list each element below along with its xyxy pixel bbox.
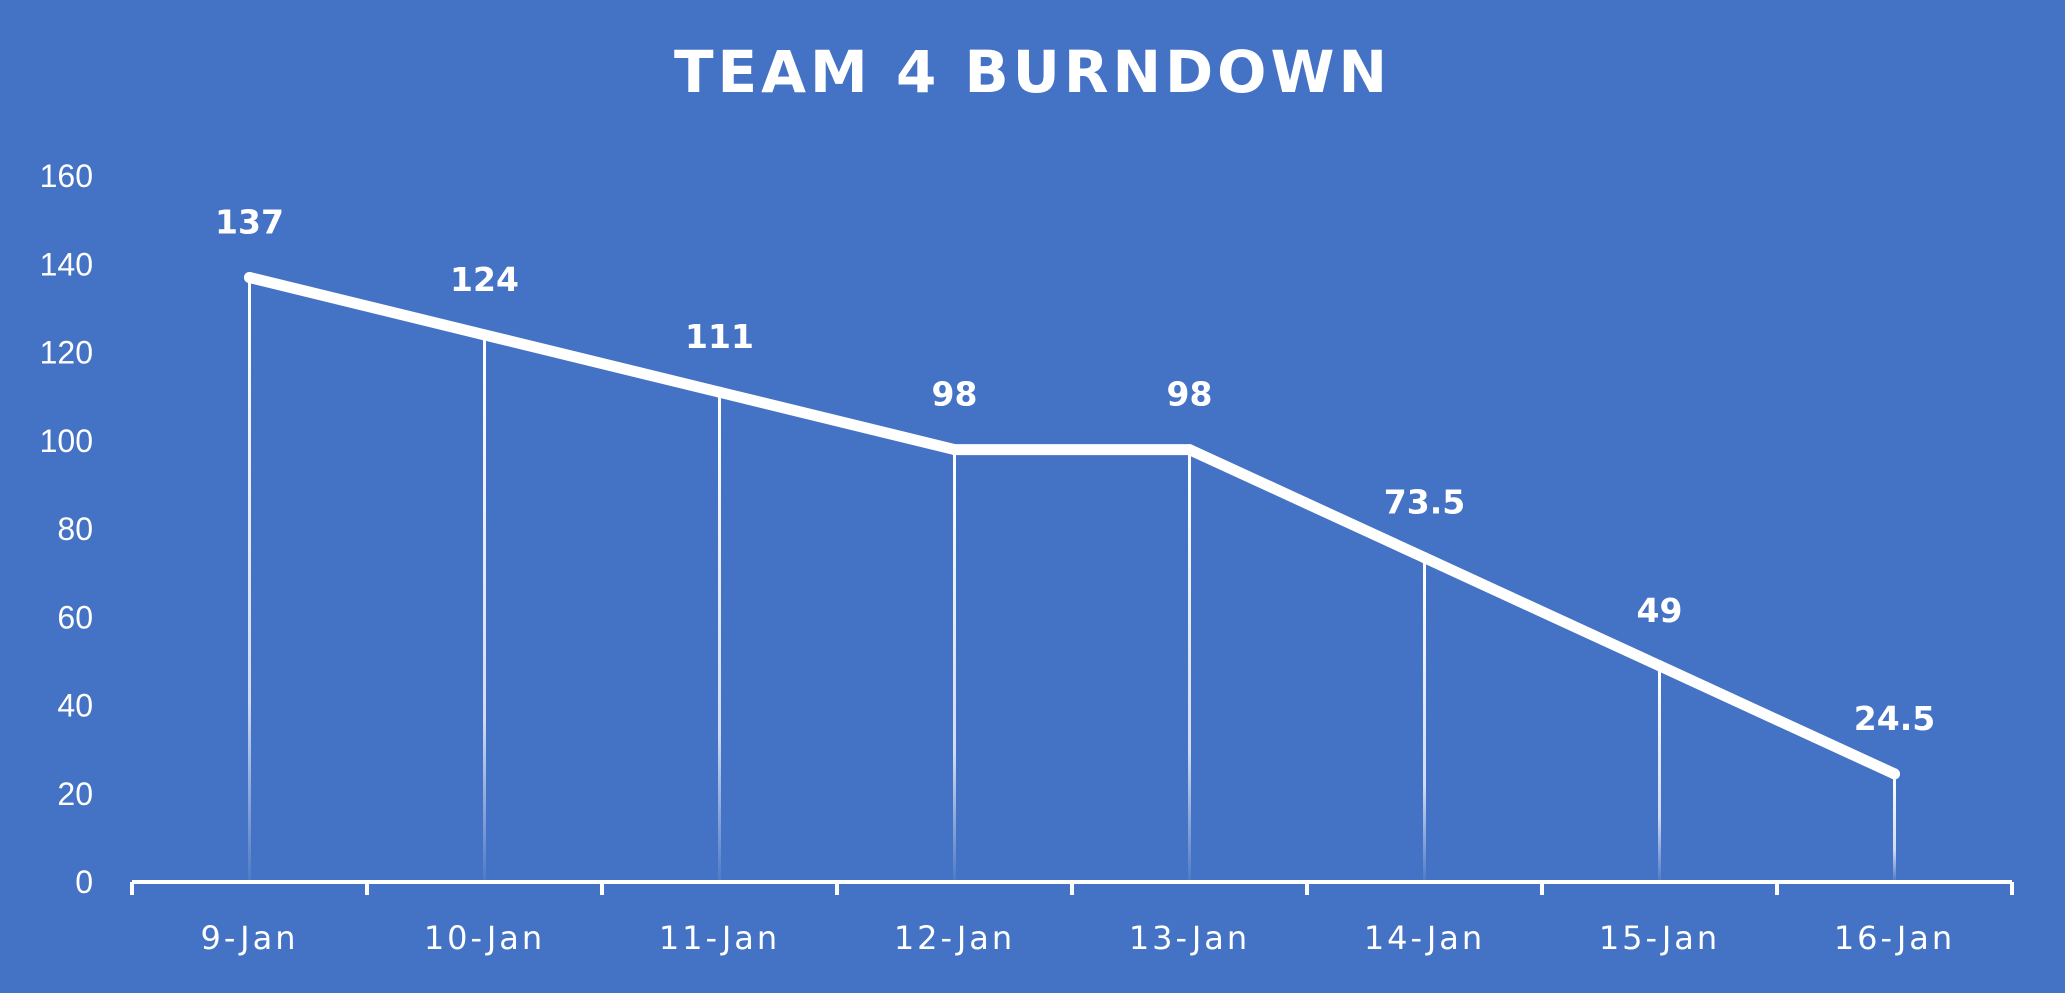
x-axis [130, 880, 2014, 895]
data-point [244, 271, 255, 283]
x-tick-label: 15-Jan [1599, 919, 1720, 957]
x-axis-labels: 9-Jan 10-Jan 11-Jan 12-Jan 13-Jan 14-Jan 15-Ja… [200, 919, 1955, 957]
drop-line [1658, 665, 1661, 882]
x-tick-label: 14-Jan [1364, 919, 1485, 957]
chart-title: TEAM 4 BURNDOWN [673, 38, 1391, 106]
data-point [949, 444, 960, 456]
data-label: 124 [450, 260, 519, 299]
data-label: 98 [1167, 375, 1213, 414]
data-label: 49 [1637, 591, 1683, 630]
drop-line [483, 334, 486, 883]
data-point [714, 386, 725, 398]
y-tick-label: 120 [40, 335, 93, 371]
x-tick-label: 9-Jan [200, 919, 298, 957]
drop-line [1188, 449, 1191, 882]
data-label: 24.5 [1854, 699, 1935, 738]
drop-line [1423, 557, 1426, 882]
data-label: 137 [215, 202, 284, 241]
x-tick-label: 13-Jan [1129, 919, 1250, 957]
drop-lines [248, 277, 1896, 883]
data-point [1419, 552, 1430, 564]
y-tick-label: 100 [40, 423, 93, 459]
data-labels: 137 124 111 98 98 73.5 49 24.5 [215, 202, 1935, 737]
y-tick-label: 0 [75, 864, 93, 900]
data-label: 111 [685, 317, 754, 356]
drop-line [248, 277, 251, 882]
y-tick-label: 80 [57, 511, 93, 547]
data-point [1184, 444, 1195, 456]
y-tick-label: 20 [57, 776, 93, 812]
y-tick-label: 60 [57, 599, 93, 635]
y-tick-label: 160 [40, 158, 93, 194]
data-point [1889, 768, 1900, 780]
data-point [479, 329, 490, 341]
drop-line [718, 392, 721, 882]
drop-line [953, 449, 956, 882]
x-tick-label: 11-Jan [659, 919, 780, 957]
series-line [244, 271, 1900, 780]
data-label: 98 [932, 375, 978, 414]
x-tick-label: 16-Jan [1834, 919, 1955, 957]
y-tick-label: 140 [40, 246, 93, 282]
x-tick-label: 12-Jan [894, 919, 1015, 957]
y-axis-labels: 0 20 40 60 80 100 120 140 160 [40, 158, 93, 900]
y-tick-label: 40 [57, 688, 93, 724]
data-point [1654, 660, 1665, 672]
x-tick-label: 10-Jan [424, 919, 545, 957]
series-line-group [244, 271, 1900, 780]
data-label: 73.5 [1384, 483, 1465, 522]
drop-line [1893, 773, 1896, 882]
